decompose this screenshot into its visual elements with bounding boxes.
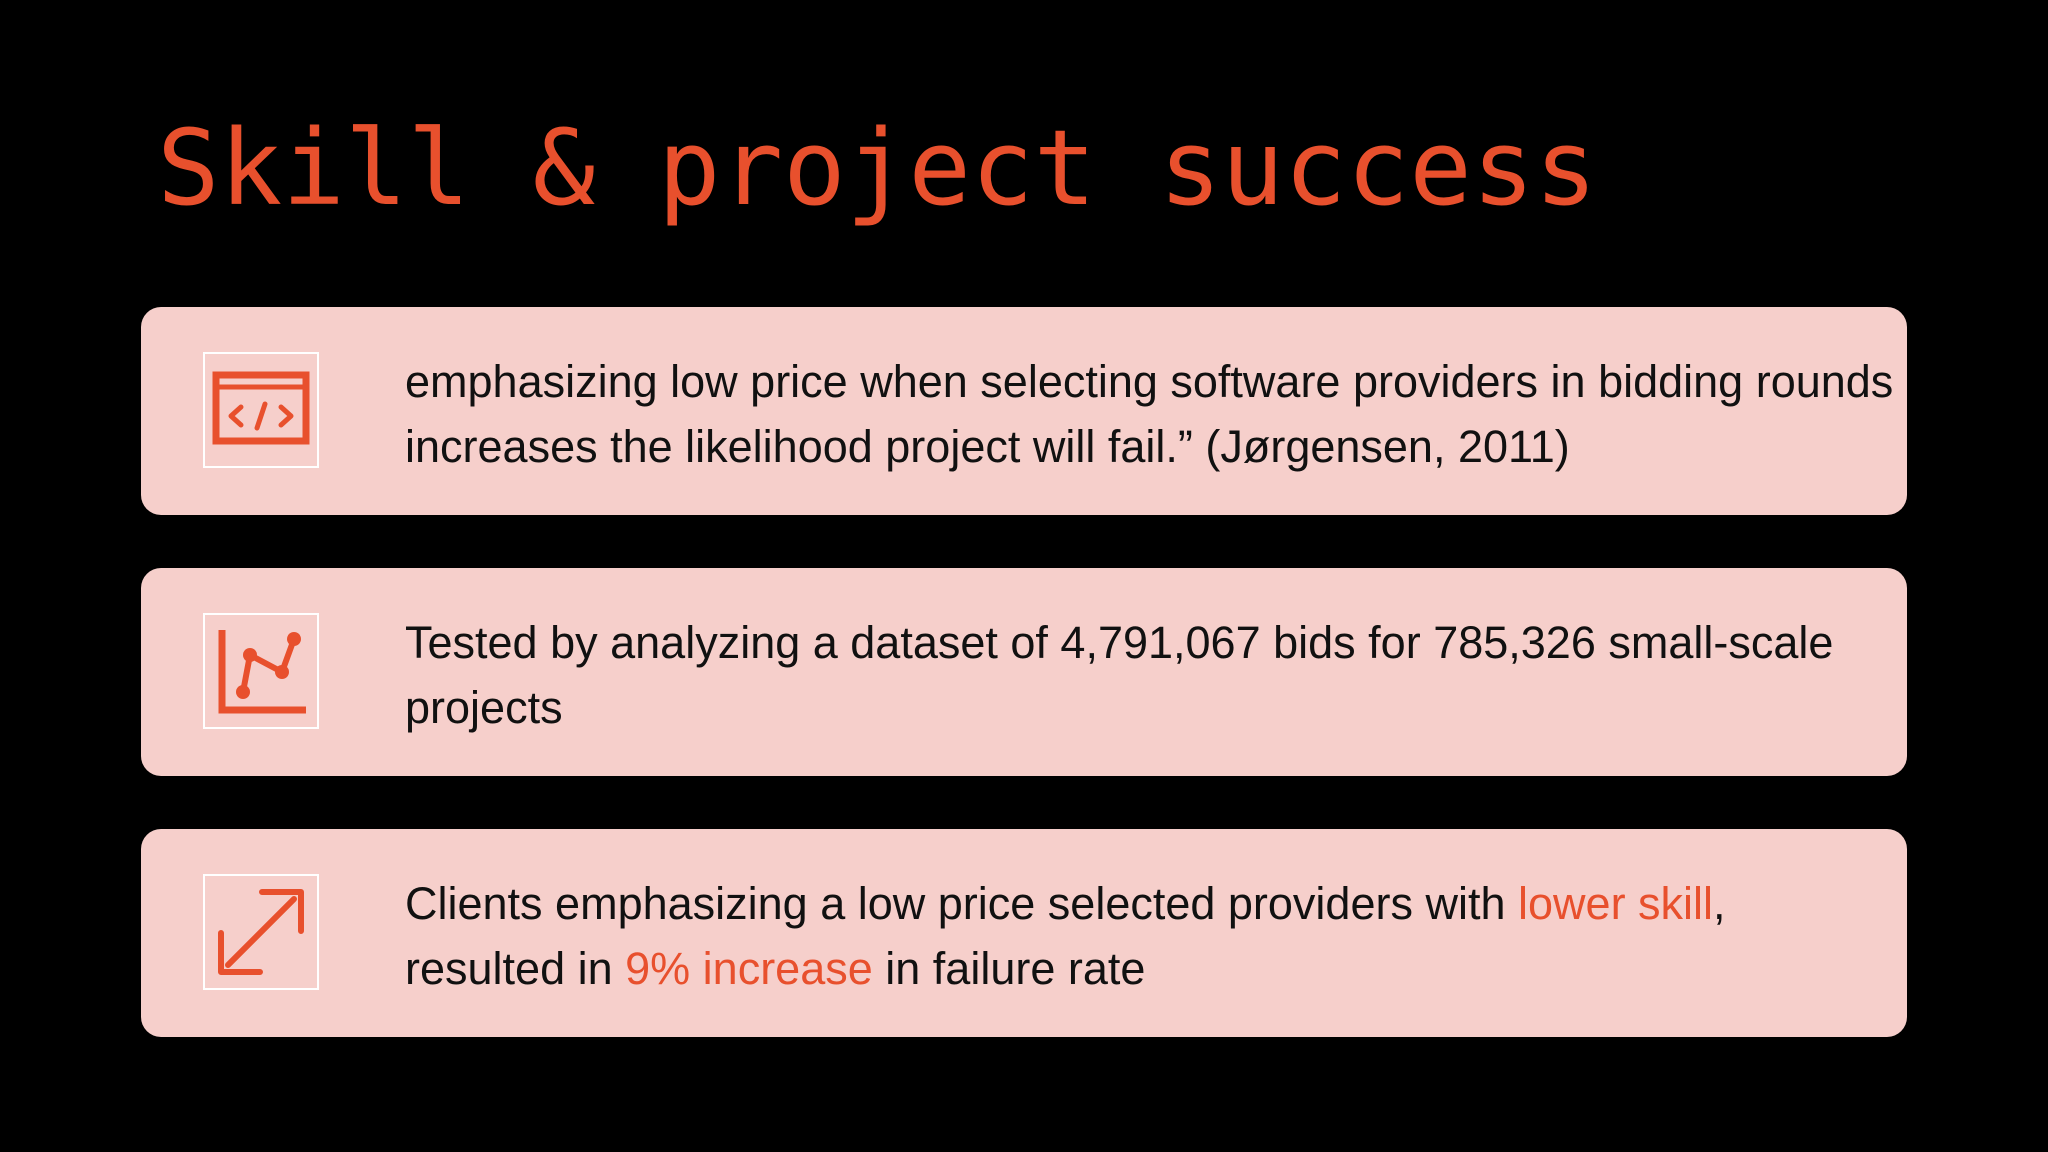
highlight-increase: 9% increase <box>625 943 873 994</box>
card-text: Clients emphasizing a low price selected… <box>405 871 1895 1001</box>
line-chart-icon <box>203 613 319 729</box>
info-card-price-emphasis: emphasizing low price when selecting sof… <box>141 307 1907 515</box>
info-card-failure-rate: Clients emphasizing a low price selected… <box>141 829 1907 1037</box>
diagonal-double-arrow-icon <box>203 874 319 990</box>
text-segment: in failure rate <box>872 943 1146 994</box>
card-text: emphasizing low price when selecting sof… <box>405 356 1894 472</box>
highlight-lower-skill: lower skill <box>1518 878 1714 929</box>
slide-title: Skill & project success <box>157 107 1598 229</box>
text-segment: , resulted in <box>405 878 1726 994</box>
card-text: Tested by analyzing a dataset of 4,791,0… <box>405 617 1834 733</box>
text-segment: Clients emphasizing a low price selected… <box>405 878 1519 929</box>
info-card-dataset: Tested by analyzing a dataset of 4,791,0… <box>141 568 1907 776</box>
code-window-icon <box>203 352 319 468</box>
